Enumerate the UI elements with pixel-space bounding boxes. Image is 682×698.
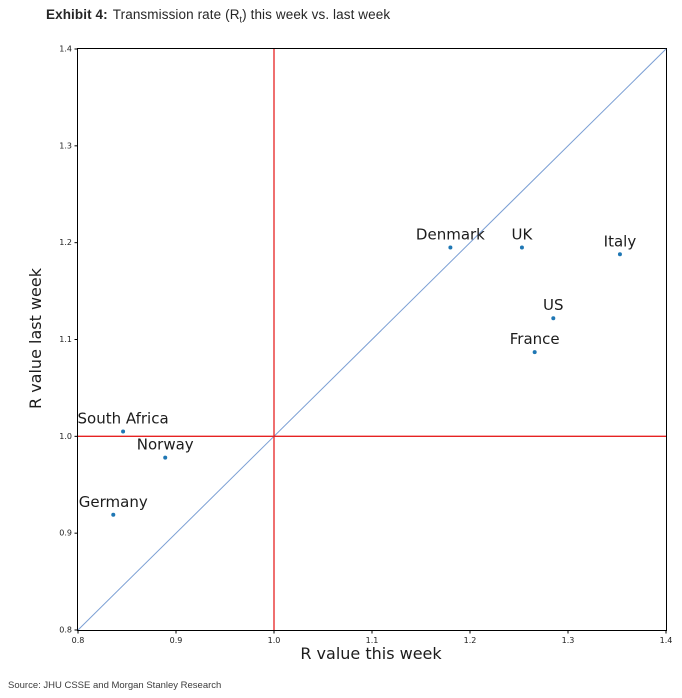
scatter-plot: 0.8 0.9 1.0 1.1 1.2 1.3 1.4 0.8 0.9 1.0 1.1 1.2 1.3 1…: [59, 45, 672, 646]
x-tick-label: 1.4: [660, 636, 673, 645]
y-tick-label: 1.0: [59, 432, 72, 441]
x-tick-label: 1.1: [366, 636, 379, 645]
y-axis-label: R value last week: [25, 268, 45, 409]
source-note: Source: JHU CSSE and Morgan Stanley Rese…: [8, 680, 222, 691]
exhibit-label: Exhibit 4:: [46, 7, 108, 22]
x-tick-label: 1.3: [562, 636, 575, 645]
data-point-uk: [519, 245, 524, 250]
title-text-after-sub: ) this week vs. last week: [242, 7, 391, 22]
x-tick-label: 0.8: [72, 636, 85, 645]
y-tick-label: 0.8: [59, 626, 72, 635]
data-point-south-africa: [121, 429, 126, 434]
data-point-italy: [617, 252, 622, 257]
point-label-us: US: [543, 296, 564, 314]
x-tick-label: 1.0: [268, 636, 281, 645]
data-point-france: [532, 350, 537, 355]
data-point-denmark: [448, 245, 453, 250]
y-tick-label: 1.1: [59, 335, 72, 344]
data-point-germany: [111, 512, 116, 517]
point-label-south-africa: South Africa: [78, 409, 169, 427]
point-label-germany: Germany: [79, 493, 148, 511]
y-tick-label: 1.3: [59, 141, 72, 150]
x-tick-label: 1.2: [464, 636, 477, 645]
title-subscript: t: [239, 14, 243, 25]
title-text-before-sub: Transmission rate (R: [112, 7, 240, 22]
x-axis-label: R value this week: [300, 644, 442, 663]
diagonal-reference-line: [77, 48, 667, 631]
point-label-italy: Italy: [604, 232, 637, 250]
point-label-denmark: Denmark: [416, 226, 485, 244]
y-tick-label: 1.2: [59, 238, 72, 247]
point-label-uk: UK: [512, 226, 534, 244]
data-point-norway: [163, 455, 168, 460]
point-label-norway: Norway: [137, 436, 194, 454]
x-tick-label: 0.9: [170, 636, 183, 645]
scatter-plot-canvas: 0.8 0.9 1.0 1.1 1.2 1.3 1.4 0.8 0.9 1.0 1.1 1.2 1.3 1…: [59, 45, 672, 646]
y-tick-label: 0.9: [59, 529, 72, 538]
point-label-france: France: [510, 330, 560, 348]
y-axis-label-wrap: R value last week: [24, 48, 46, 629]
data-point-us: [551, 316, 556, 321]
y-tick-label: 1.4: [59, 45, 72, 54]
exhibit-title: Exhibit 4: Transmission rate (Rt) this we…: [46, 7, 391, 25]
